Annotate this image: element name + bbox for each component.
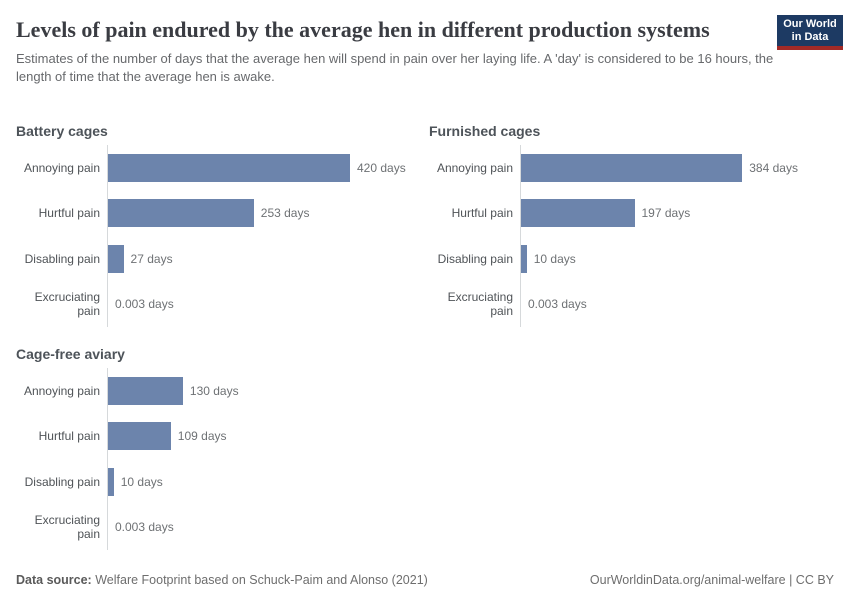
plot-cell: 384 days <box>520 145 834 191</box>
y-axis-line <box>107 368 108 550</box>
facet-battery-cages: Battery cages Annoying pain 420 days Hurtfu… <box>16 120 421 327</box>
bar-row: Annoying pain 420 days <box>16 145 421 191</box>
category-label: Annoying pain <box>436 160 513 175</box>
data-source-text: Welfare Footprint based on Schuck-Paim a… <box>95 573 428 587</box>
facet-furnished-cages: Furnished cages Annoying pain 384 days Hurt… <box>429 120 834 327</box>
bar-row: Hurtful pain 109 days <box>16 414 421 460</box>
category-label: Disabling pain <box>24 474 100 489</box>
category-label: Hurtful pain <box>451 206 513 221</box>
footer-url-link[interactable]: OurWorldinData.org/animal-welfare <box>589 573 786 587</box>
bar-row: Disabling pain 27 days <box>16 236 421 282</box>
category-label: Annoying pain <box>23 160 100 175</box>
chart-footer: Data source: Welfare Footprint based on … <box>16 573 834 587</box>
data-bar[interactable] <box>108 422 171 451</box>
bar-row: Disabling pain 10 days <box>429 236 834 282</box>
bar-row: Hurtful pain 253 days <box>16 191 421 237</box>
category-label: Hurtful pain <box>38 429 100 444</box>
facet-plot-area: Annoying pain 384 days Hurtful pain 197 day… <box>429 145 834 327</box>
facet-title: Cage-free aviary <box>16 346 125 362</box>
data-bar[interactable] <box>108 199 254 228</box>
bar-row: Excruciating pain 0.003 days <box>16 282 421 328</box>
plot-cell: 253 days <box>107 191 421 237</box>
facet-plot-area: Annoying pain 420 days Hurtful pain 253 day… <box>16 145 421 327</box>
footer-attribution: OurWorldinData.org/animal-welfare | CC B… <box>590 573 834 587</box>
footer-license: CC BY <box>795 573 834 587</box>
value-label: 253 days <box>260 206 310 221</box>
bar-row: Excruciating pain 0.003 days <box>429 282 834 328</box>
bar-row: Annoying pain 384 days <box>429 145 834 191</box>
owid-logo-line1: Our World <box>783 18 837 30</box>
category-label: Annoying pain <box>23 383 100 398</box>
value-label: 0.003 days <box>115 297 174 312</box>
value-label: 420 days <box>357 160 406 175</box>
data-bar[interactable] <box>521 153 743 182</box>
plot-cell: 27 days <box>107 236 421 282</box>
plot-cell: 130 days <box>107 368 421 414</box>
plot-cell: 109 days <box>107 414 421 460</box>
data-bar[interactable] <box>521 244 527 273</box>
data-source-note: Data source: Welfare Footprint based on … <box>16 573 428 587</box>
value-label: 0.003 days <box>115 520 174 535</box>
data-bar[interactable] <box>521 199 635 228</box>
value-label: 197 days <box>641 206 691 221</box>
category-label: Excruciating pain <box>34 290 100 319</box>
value-label: 10 days <box>120 474 163 489</box>
plot-cell: 197 days <box>520 191 834 237</box>
plot-cell: 0.003 days <box>107 505 421 551</box>
charts-grid: Battery cages Annoying pain 420 days Hurtfu… <box>16 120 834 550</box>
plot-cell: 10 days <box>520 236 834 282</box>
data-bar[interactable] <box>108 376 183 405</box>
category-label: Excruciating pain <box>447 290 513 319</box>
plot-cell: 10 days <box>107 459 421 505</box>
y-axis-line <box>520 145 521 327</box>
value-label: 109 days <box>177 429 227 444</box>
category-label: Excruciating pain <box>34 513 100 542</box>
bar-row: Annoying pain 130 days <box>16 368 421 414</box>
plot-cell: 0.003 days <box>520 282 834 328</box>
plot-cell: 420 days <box>107 145 421 191</box>
facet-plot-area: Annoying pain 130 days Hurtful pain 109 day… <box>16 368 421 550</box>
value-label: 27 days <box>130 251 173 266</box>
y-axis-line <box>107 145 108 327</box>
value-label: 130 days <box>189 383 239 398</box>
footer-separator: | <box>789 573 793 587</box>
data-bar[interactable] <box>108 153 350 182</box>
owid-logo-line2: in Data <box>791 31 829 43</box>
category-label: Disabling pain <box>24 251 100 266</box>
facet-title: Furnished cages <box>429 123 541 139</box>
data-bar[interactable] <box>108 244 124 273</box>
value-label: 10 days <box>533 251 576 266</box>
bar-row: Hurtful pain 197 days <box>429 191 834 237</box>
facet-cage-free-aviary: Cage-free aviary Annoying pain 130 days Hur… <box>16 343 421 550</box>
facet-title: Battery cages <box>16 123 108 139</box>
category-label: Hurtful pain <box>38 206 100 221</box>
bar-row: Excruciating pain 0.003 days <box>16 505 421 551</box>
data-bar[interactable] <box>108 467 114 496</box>
owid-logo[interactable]: Our World in Data <box>777 15 843 50</box>
bar-row: Disabling pain 10 days <box>16 459 421 505</box>
plot-cell: 0.003 days <box>107 282 421 328</box>
chart-header: Levels of pain endured by the average he… <box>0 0 850 85</box>
data-source-label: Data source: <box>16 573 92 587</box>
page-title: Levels of pain endured by the average he… <box>16 17 710 42</box>
chart-subtitle: Estimates of the number of days that the… <box>16 51 774 84</box>
category-label: Disabling pain <box>437 251 513 266</box>
value-label: 0.003 days <box>528 297 587 312</box>
value-label: 384 days <box>749 160 798 175</box>
